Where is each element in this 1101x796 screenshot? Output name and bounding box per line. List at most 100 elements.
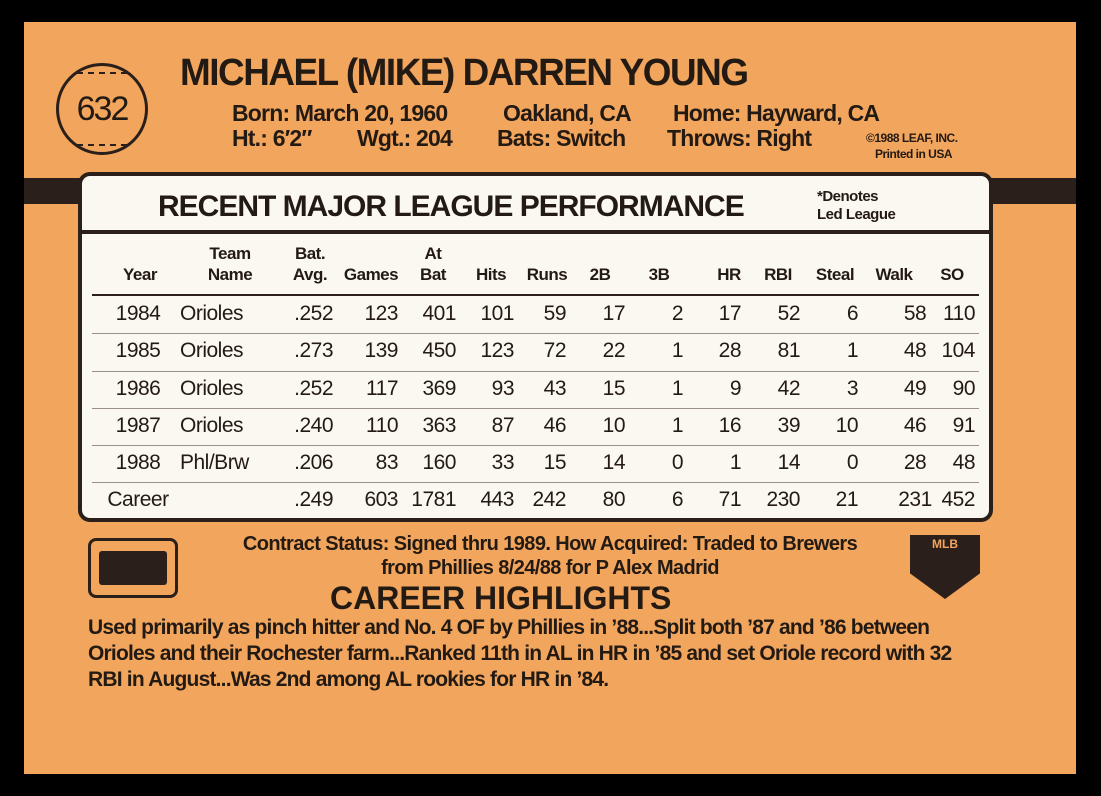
stat-cell: 17: [602, 302, 626, 325]
highlights-text: Used primarily as pinch hitter and No. 4…: [88, 616, 952, 691]
stats-box: RECENT MAJOR LEAGUE PERFORMANCE *Denotes…: [78, 172, 993, 522]
column-header: Runs: [526, 265, 568, 284]
stat-cell: 90: [952, 377, 976, 400]
stat-cell: .240: [294, 414, 333, 437]
stat-cell: .273: [294, 339, 333, 362]
height: Ht.: 6′2″: [232, 125, 312, 151]
birthplace: Oakland, CA: [503, 100, 632, 126]
stat-cell: 1: [671, 339, 684, 362]
stat-cell: 363: [422, 414, 456, 437]
stat-cell: .206: [294, 451, 333, 474]
column-header: HR: [717, 265, 741, 284]
stat-cell: Orioles: [180, 377, 244, 400]
stat-cell: 59: [543, 302, 567, 325]
stat-cell: 48: [952, 451, 976, 474]
stat-cell: 443: [480, 488, 514, 511]
stat-cell: 1985: [115, 339, 161, 362]
stat-cell: 16: [718, 414, 742, 437]
stat-cell: 48: [903, 339, 927, 362]
stat-cell: 123: [480, 339, 514, 362]
led-league-note: *Denotes Led League: [817, 188, 896, 224]
stat-cell: 10: [835, 414, 859, 437]
note-line: *Denotes: [817, 188, 879, 205]
stat-cell: 1988: [115, 451, 161, 474]
stat-cell: 49: [903, 377, 927, 400]
bats: Bats: Switch: [497, 125, 626, 151]
stat-cell: 1984: [115, 302, 161, 325]
stat-cell: 42: [777, 377, 801, 400]
printed-in: Printed in USA: [875, 147, 953, 161]
column-header: At Bat: [420, 244, 446, 284]
stat-cell: Phl/Brw: [180, 451, 249, 474]
stat-cell: 603: [364, 488, 398, 511]
column-header: Team Name: [207, 244, 253, 284]
stat-cell: 1987: [115, 414, 161, 437]
stat-cell: .252: [294, 302, 333, 325]
home: Home: Hayward, CA: [673, 100, 880, 126]
stat-cell: 21: [835, 488, 859, 511]
note-line: Led League: [817, 206, 896, 223]
column-header: SO: [940, 265, 964, 284]
stat-cell: 83: [375, 451, 399, 474]
stat-cell: 110: [366, 414, 398, 437]
column-header: Steal: [815, 265, 855, 284]
row-divider: [92, 294, 979, 296]
stat-cell: 52: [777, 302, 801, 325]
stat-cell: 39: [777, 414, 801, 437]
stat-cell: 46: [903, 414, 927, 437]
stat-cell: 22: [602, 339, 626, 362]
stat-cell: 3: [846, 377, 859, 400]
stat-cell: 71: [718, 488, 742, 511]
column-header: 2B: [589, 265, 611, 284]
stat-cell: 6: [846, 302, 859, 325]
stat-cell: 33: [491, 451, 515, 474]
copyright: ©1988 LEAF, INC.: [866, 131, 958, 145]
stat-cell: 117: [366, 377, 398, 400]
stat-cell: 110: [943, 302, 975, 325]
stat-cell: 0: [671, 451, 684, 474]
row-divider: [92, 482, 979, 483]
column-header: Walk: [875, 265, 913, 284]
stat-cell: 80: [602, 488, 626, 511]
stat-cell: 28: [903, 451, 927, 474]
stat-cell: Orioles: [180, 302, 244, 325]
stat-cell: 58: [903, 302, 927, 325]
stat-cell: Orioles: [180, 339, 244, 362]
stat-cell: 1: [671, 414, 684, 437]
column-header: Bat. Avg.: [292, 244, 328, 284]
stat-cell: 72: [543, 339, 567, 362]
stat-cell: 6: [671, 488, 684, 511]
stat-cell: 160: [422, 451, 456, 474]
player-name: MICHAEL (MIKE) DARREN YOUNG: [180, 52, 749, 94]
column-header: 3B: [648, 265, 670, 284]
stat-cell: 15: [543, 451, 567, 474]
highlights-title: CAREER HIGHLIGHTS: [330, 580, 672, 616]
stat-cell: 91: [952, 414, 976, 437]
baseball-icon: 632: [56, 63, 148, 155]
stat-cell: 15: [602, 377, 626, 400]
stat-cell: 14: [602, 451, 626, 474]
stat-cell: 0: [846, 451, 859, 474]
stat-cell: 369: [422, 377, 456, 400]
stat-cell: 1986: [115, 377, 161, 400]
born: Born: March 20, 1960: [232, 100, 448, 126]
stat-cell: 43: [543, 377, 567, 400]
stat-cell: 17: [718, 302, 742, 325]
stat-cell: 93: [491, 377, 515, 400]
stat-cell: 230: [766, 488, 800, 511]
stat-cell: 452: [941, 488, 975, 511]
weight: Wgt.: 204: [357, 125, 453, 151]
stats-title: RECENT MAJOR LEAGUE PERFORMANCE: [158, 190, 745, 223]
stat-cell: Career: [107, 488, 169, 511]
stat-cell: 2: [671, 302, 684, 325]
stat-cell: 46: [543, 414, 567, 437]
stat-cell: Orioles: [180, 414, 244, 437]
stat-cell: 401: [422, 302, 456, 325]
row-divider: [92, 333, 979, 334]
card-number: 632: [76, 90, 130, 128]
column-header: Hits: [475, 265, 507, 284]
stat-cell: 139: [364, 339, 398, 362]
contract-status: Contract Status: Signed thru 1989. How A…: [180, 532, 920, 580]
stat-cell: 9: [729, 377, 742, 400]
stat-cell: .249: [294, 488, 333, 511]
